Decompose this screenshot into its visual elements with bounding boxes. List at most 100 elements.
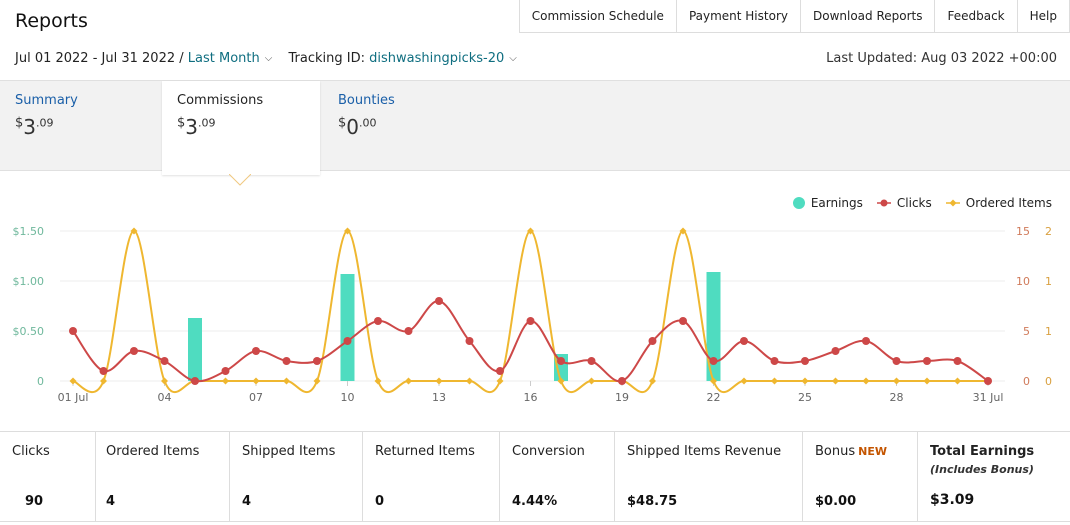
bonus-label: Bonus (815, 444, 856, 459)
stat-label: Returned Items (375, 444, 475, 459)
ordered-items-point (374, 377, 382, 385)
clicks-point (526, 317, 535, 325)
y-axis-right-tick: 1 (1045, 325, 1052, 338)
feedback-button[interactable]: Feedback (935, 0, 1018, 32)
stat-value: $0.00 (815, 494, 857, 509)
amount-whole: 3 (23, 115, 37, 139)
ordered-items-point (161, 377, 168, 385)
ordered-items-point (222, 377, 229, 385)
clicks-point (465, 337, 474, 345)
ordered-items-point (649, 377, 656, 385)
ordered-items-point (283, 377, 290, 385)
stats-summary: Clicks 90 Ordered Items 4 Shipped Items … (0, 431, 1070, 522)
clicks-point (831, 347, 840, 355)
ordered-items-point (344, 227, 351, 235)
amount-whole: 3 (185, 115, 199, 139)
tab-amount: $0.00 (338, 115, 458, 139)
commissions-chart: $1.50 15 2$1.00 10 1$0.50 5 10 0 001 Jul 04 07 10 13… (13, 225, 1053, 404)
earnings-bar (188, 318, 202, 381)
ordered-items-point (954, 377, 961, 385)
stat-note: (Includes Bonus) (930, 463, 1034, 476)
ordered-items-point (252, 377, 260, 385)
stat-label: Conversion (512, 444, 585, 459)
amount-fraction: .09 (36, 116, 54, 130)
report-filters: Jul 01 2022 - Jul 31 2022 / Last Month ⌵ … (15, 51, 521, 66)
stat-shipped-revenue: Shipped Items Revenue $48.75 (615, 432, 803, 521)
stat-label: Shipped Items (242, 444, 336, 459)
stat-label: Bonus NEW (815, 444, 907, 459)
clicks-point (404, 327, 413, 335)
clicks-point (130, 347, 138, 355)
tracking-id-dropdown[interactable]: dishwashingpicks-20 (369, 51, 505, 66)
x-axis-tick-label: 10 (341, 391, 355, 404)
report-tabs: Summary $3.09 Commissions $3.09 Bounties… (0, 80, 1070, 175)
legend-ordered-items[interactable]: Ordered Items (945, 196, 1052, 210)
ordered-items-point (100, 377, 107, 385)
clicks-point (191, 377, 199, 385)
payment-history-button[interactable]: Payment History (677, 0, 801, 32)
ordered-items-point (771, 377, 778, 385)
new-badge: NEW (858, 445, 887, 458)
clicks-point (953, 357, 962, 365)
stat-value: 4.44% (512, 494, 558, 509)
active-tab-pointer (229, 174, 251, 186)
stat-value: 90 (25, 494, 44, 509)
chevron-down-icon[interactable]: ⌵ (264, 53, 273, 64)
clicks-point (679, 317, 687, 325)
help-button[interactable]: Help (1018, 0, 1070, 32)
tab-label: Summary (15, 93, 78, 108)
clicks-point (99, 367, 108, 375)
tab-summary[interactable]: Summary $3.09 (0, 81, 162, 172)
tab-commissions[interactable]: Commissions $3.09 (162, 81, 320, 175)
tab-bounties[interactable]: Bounties $0.00 (323, 81, 473, 172)
x-axis-tick-label: 25 (798, 391, 812, 404)
stat-ordered-items: Ordered Items 4 (96, 432, 230, 521)
ordered-items-point (588, 377, 595, 385)
date-slash: / (179, 51, 184, 66)
chevron-down-icon[interactable]: ⌵ (509, 53, 517, 64)
amount-fraction: .00 (359, 116, 377, 130)
ordered-items-point (69, 377, 77, 385)
stat-label: Clicks (12, 444, 50, 459)
x-axis-tick-label: 22 (707, 391, 721, 404)
clicks-point (435, 297, 443, 305)
y-axis-right-tick: 1 (1045, 275, 1052, 288)
currency-symbol: $ (338, 115, 347, 131)
clicks-point (69, 327, 77, 335)
ordered-items-point (130, 227, 138, 235)
x-axis-tick-label: 01 Jul (58, 391, 89, 404)
stat-label: Total Earnings (930, 444, 1035, 459)
download-reports-button[interactable]: Download Reports (801, 0, 936, 32)
clicks-point (160, 357, 169, 365)
tab-amount: $3.09 (15, 115, 147, 139)
tracking-id-label: Tracking ID: (288, 51, 365, 66)
clicks-point (709, 357, 718, 365)
stat-shipped-items: Shipped Items 4 (230, 432, 363, 521)
clicks-point (374, 317, 382, 325)
clicks-point (923, 357, 931, 365)
stat-value: 4 (242, 494, 252, 509)
legend-clicks[interactable]: Clicks (876, 196, 932, 210)
tab-label: Bounties (338, 93, 395, 108)
legend-earnings[interactable]: Earnings (792, 196, 863, 210)
ordered-items-point (740, 377, 748, 385)
ordered-items-point (405, 377, 412, 385)
ordered-items-point (862, 377, 870, 385)
clicks-point (587, 357, 596, 365)
last-updated-text: Last Updated: Aug 03 2022 +00:00 (826, 51, 1057, 66)
commission-schedule-button[interactable]: Commission Schedule (520, 0, 677, 32)
y-axis-right-tick: 2 (1045, 225, 1052, 238)
stat-value: 0 (375, 494, 385, 509)
stat-value: 4 (106, 494, 116, 509)
earnings-dot-icon (792, 197, 805, 209)
stat-value: $48.75 (627, 494, 678, 509)
clicks-point (282, 357, 291, 365)
date-preset-dropdown[interactable]: Last Month (187, 51, 260, 66)
clicks-point (648, 337, 657, 345)
stat-clicks: Clicks 90 (0, 432, 96, 521)
ordered-items-point (679, 227, 687, 235)
ordered-items-line-icon (945, 199, 960, 207)
amount-whole: 0 (346, 115, 360, 139)
ordered-items-point (557, 377, 565, 385)
stat-total-earnings: Total Earnings (Includes Bonus) $3.09 (918, 432, 1070, 521)
